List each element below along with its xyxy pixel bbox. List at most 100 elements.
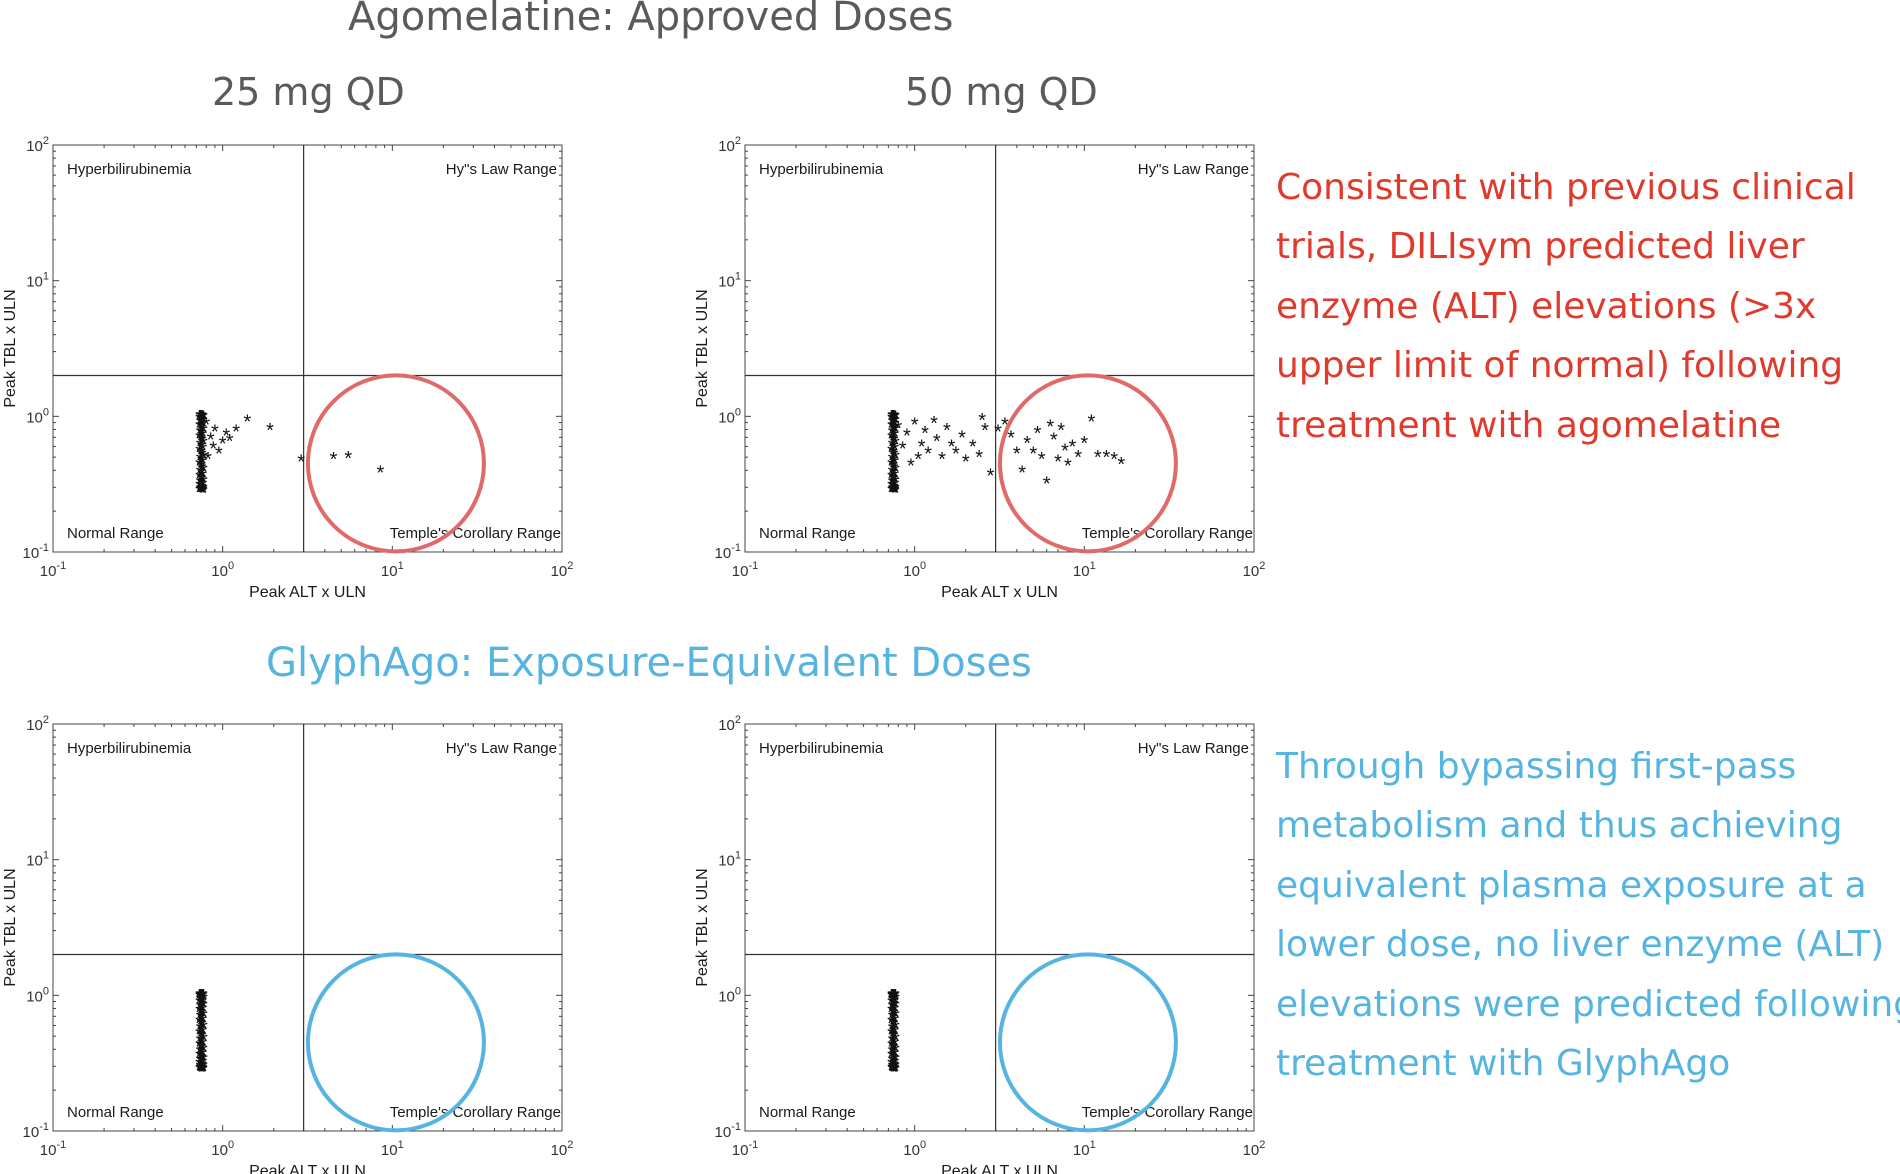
data-point-cluster: * (891, 1028, 900, 1053)
data-point: * (202, 415, 210, 437)
top-note-line: Consistent with previous clinical (1276, 167, 1856, 208)
data-point: * (918, 436, 926, 458)
data-point-cluster: * (199, 478, 208, 503)
data-point-cluster: * (197, 450, 206, 475)
data-point: * (222, 425, 230, 447)
data-point-cluster: * (888, 405, 897, 430)
data-point-cluster: * (199, 480, 208, 505)
x-tick-label: 100 (903, 1139, 926, 1159)
data-point-cluster: * (196, 412, 205, 437)
data-point: * (1103, 447, 1111, 469)
data-point-cluster: * (196, 421, 205, 446)
data-point-cluster: * (890, 1026, 899, 1051)
data-point-cluster: * (196, 480, 205, 505)
y-tick-label: 100 (26, 985, 49, 1005)
data-point-cluster: * (891, 478, 900, 503)
data-point: * (933, 431, 941, 453)
data-point: * (1080, 433, 1088, 455)
x-axis-label: Peak ALT x ULN (941, 1163, 1058, 1174)
quadrant-label-normal: Normal Range (759, 1104, 856, 1121)
data-point-cluster: * (195, 1023, 204, 1048)
chart-glyphago-left: 10-1 100 101 102 10-1 100 101 102 Hyperbilirubin… (2, 714, 573, 1174)
data-point-cluster: * (199, 420, 208, 445)
data-point: * (1046, 417, 1054, 439)
data-point-cluster: * (890, 406, 899, 431)
x-tick-label: 100 (211, 560, 234, 580)
data-point-cluster: * (199, 1028, 208, 1053)
data-point-cluster: * (890, 469, 899, 494)
data-point-cluster: * (199, 407, 208, 432)
data-point: * (1074, 447, 1082, 469)
data-point-cluster: * (891, 1043, 900, 1068)
data-point-cluster: * (198, 406, 207, 431)
quadrant-label-normal: Normal Range (67, 525, 164, 542)
data-point: * (943, 420, 951, 442)
y-tick-label: 10-1 (23, 542, 49, 562)
data-point-cluster: * (887, 1045, 896, 1070)
data-point-cluster: * (891, 995, 900, 1020)
x-axis-label: Peak ALT x ULN (249, 1163, 366, 1174)
data-point-cluster: * (891, 406, 900, 431)
data-point-cluster: * (888, 412, 897, 437)
data-point-cluster: * (887, 426, 896, 451)
data-point-cluster: * (199, 446, 208, 471)
data-point-cluster: * (887, 454, 896, 479)
data-point-cluster: * (198, 477, 207, 502)
data-point: * (975, 447, 983, 469)
data-point-cluster: * (195, 984, 204, 1009)
data-point-cluster: * (888, 428, 897, 453)
data-point-cluster: * (888, 1006, 897, 1031)
data-point-cluster: * (199, 470, 208, 495)
y-tick-label: 10-1 (23, 1121, 49, 1141)
data-point-cluster: * (197, 407, 206, 432)
data-point-cluster: * (888, 1054, 897, 1079)
right-column-title: 50 mg QD (905, 70, 1098, 114)
data-point-cluster: * (891, 988, 900, 1013)
data-point: * (1023, 433, 1031, 455)
data-point-cluster: * (195, 1058, 204, 1083)
data-point-cluster: * (199, 1059, 208, 1084)
data-point-cluster: * (195, 1053, 204, 1078)
data-point-cluster: * (888, 985, 897, 1010)
data-point-cluster: * (199, 995, 208, 1020)
data-point: * (952, 444, 960, 466)
data-point: * (204, 449, 212, 471)
data-point-cluster: * (196, 1058, 205, 1083)
data-point: * (962, 452, 970, 474)
data-point-cluster: * (195, 426, 204, 451)
data-point-cluster: * (888, 1018, 897, 1043)
bottom-note-line: elevations were predicted following (1276, 983, 1900, 1025)
data-point-cluster: * (198, 1055, 207, 1080)
data-point-cluster: * (197, 1008, 206, 1033)
data-point-cluster: * (887, 405, 896, 430)
data-point-cluster: * (199, 432, 208, 457)
data-point-cluster: * (890, 1059, 899, 1084)
data-point-cluster: * (890, 987, 899, 1012)
x-tick-label: 100 (903, 560, 926, 580)
data-point-cluster: * (198, 457, 207, 482)
x-axis-label: Peak ALT x ULN (941, 584, 1058, 601)
data-point-cluster: * (891, 464, 900, 489)
data-point-cluster: * (890, 410, 899, 435)
data-point: * (209, 438, 217, 460)
data-point-cluster: * (195, 1034, 204, 1059)
data-point-cluster: * (198, 1014, 207, 1039)
data-point: * (266, 420, 274, 442)
x-tick-label: 10-1 (732, 1139, 758, 1159)
data-point-cluster: * (196, 993, 205, 1018)
data-point-cluster: * (887, 480, 896, 505)
data-point-cluster: * (196, 406, 205, 431)
data-point-cluster: * (891, 1052, 900, 1077)
data-point-cluster: * (889, 450, 898, 475)
data-point-cluster: * (889, 413, 898, 438)
data-point-cluster: * (197, 1019, 206, 1044)
data-point-cluster: * (889, 479, 898, 504)
data-point-cluster: * (888, 421, 897, 446)
data-point: * (1057, 420, 1065, 442)
data-point-cluster: * (195, 480, 204, 505)
data-point-cluster: * (198, 480, 207, 505)
data-point: * (1034, 423, 1042, 445)
data-point-cluster: * (198, 418, 207, 443)
data-point-cluster: * (197, 473, 206, 498)
data-point-cluster: * (888, 996, 897, 1021)
